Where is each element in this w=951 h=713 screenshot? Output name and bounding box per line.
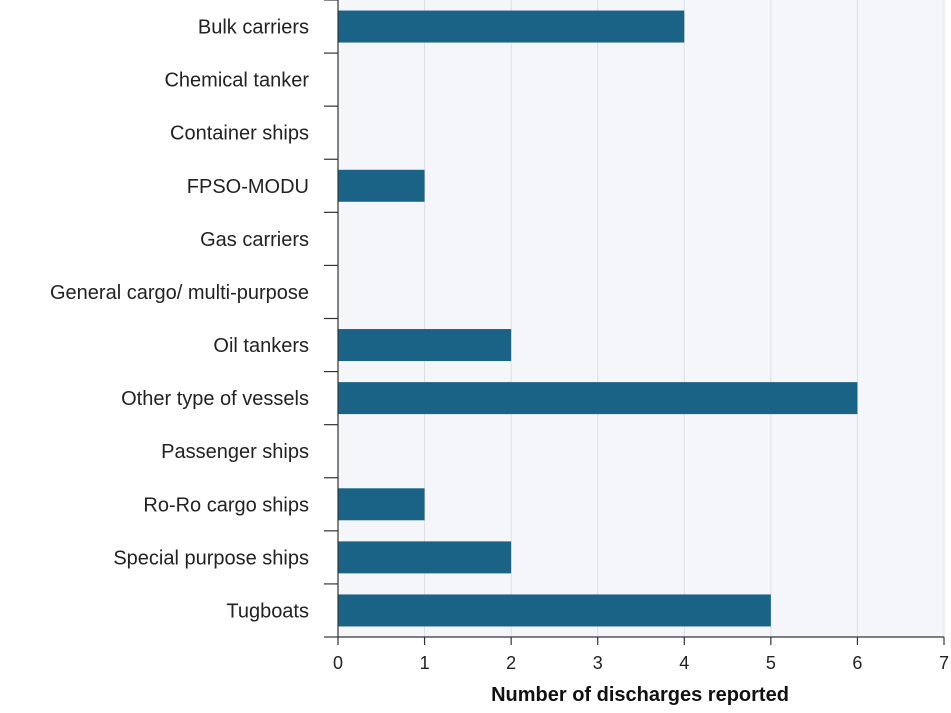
bar-ro-ro-cargo-ships: [338, 488, 425, 521]
category-label: Passenger ships: [161, 441, 309, 463]
bar-fpso-modu: [338, 169, 425, 202]
category-label: FPSO-MODU: [187, 176, 309, 198]
category-label: Tugboats: [226, 600, 309, 622]
x-tick-label: 1: [420, 653, 430, 673]
category-label: Gas carriers: [200, 229, 309, 251]
category-label: Chemical tanker: [164, 70, 309, 92]
category-label: Oil tankers: [213, 335, 309, 357]
category-label: Ro-Ro cargo ships: [143, 494, 309, 516]
x-tick-label: 7: [939, 653, 949, 673]
bar-special-purpose-ships: [338, 541, 512, 574]
x-axis-title: Number of discharges reported: [491, 684, 789, 706]
bar-other-type-of-vessels: [338, 382, 858, 415]
bar-bulk-carriers: [338, 10, 685, 43]
plot-background: [338, 0, 944, 637]
bar-tugboats: [338, 594, 771, 627]
x-tick-label: 5: [766, 653, 776, 673]
gridlines: [424, 0, 945, 637]
y-axis: Bulk carriers Chemical tanker Container sh…: [50, 0, 339, 638]
category-label: Other type of vessels: [121, 388, 309, 410]
category-label: Special purpose ships: [113, 547, 309, 569]
x-tick-label: 3: [593, 653, 603, 673]
category-label: Bulk carriers: [198, 17, 309, 39]
x-tick-label: 4: [679, 653, 689, 673]
category-label: Container ships: [170, 123, 309, 145]
bars: [338, 10, 858, 627]
category-label: General cargo/ multi-purpose: [50, 282, 309, 304]
x-axis: 0 1 2 3 4 5 6 7: [333, 636, 949, 673]
x-tick-label: 2: [506, 653, 516, 673]
x-tick-label: 6: [852, 653, 862, 673]
x-tick-label: 0: [333, 653, 343, 673]
bar-oil-tankers: [338, 329, 512, 362]
